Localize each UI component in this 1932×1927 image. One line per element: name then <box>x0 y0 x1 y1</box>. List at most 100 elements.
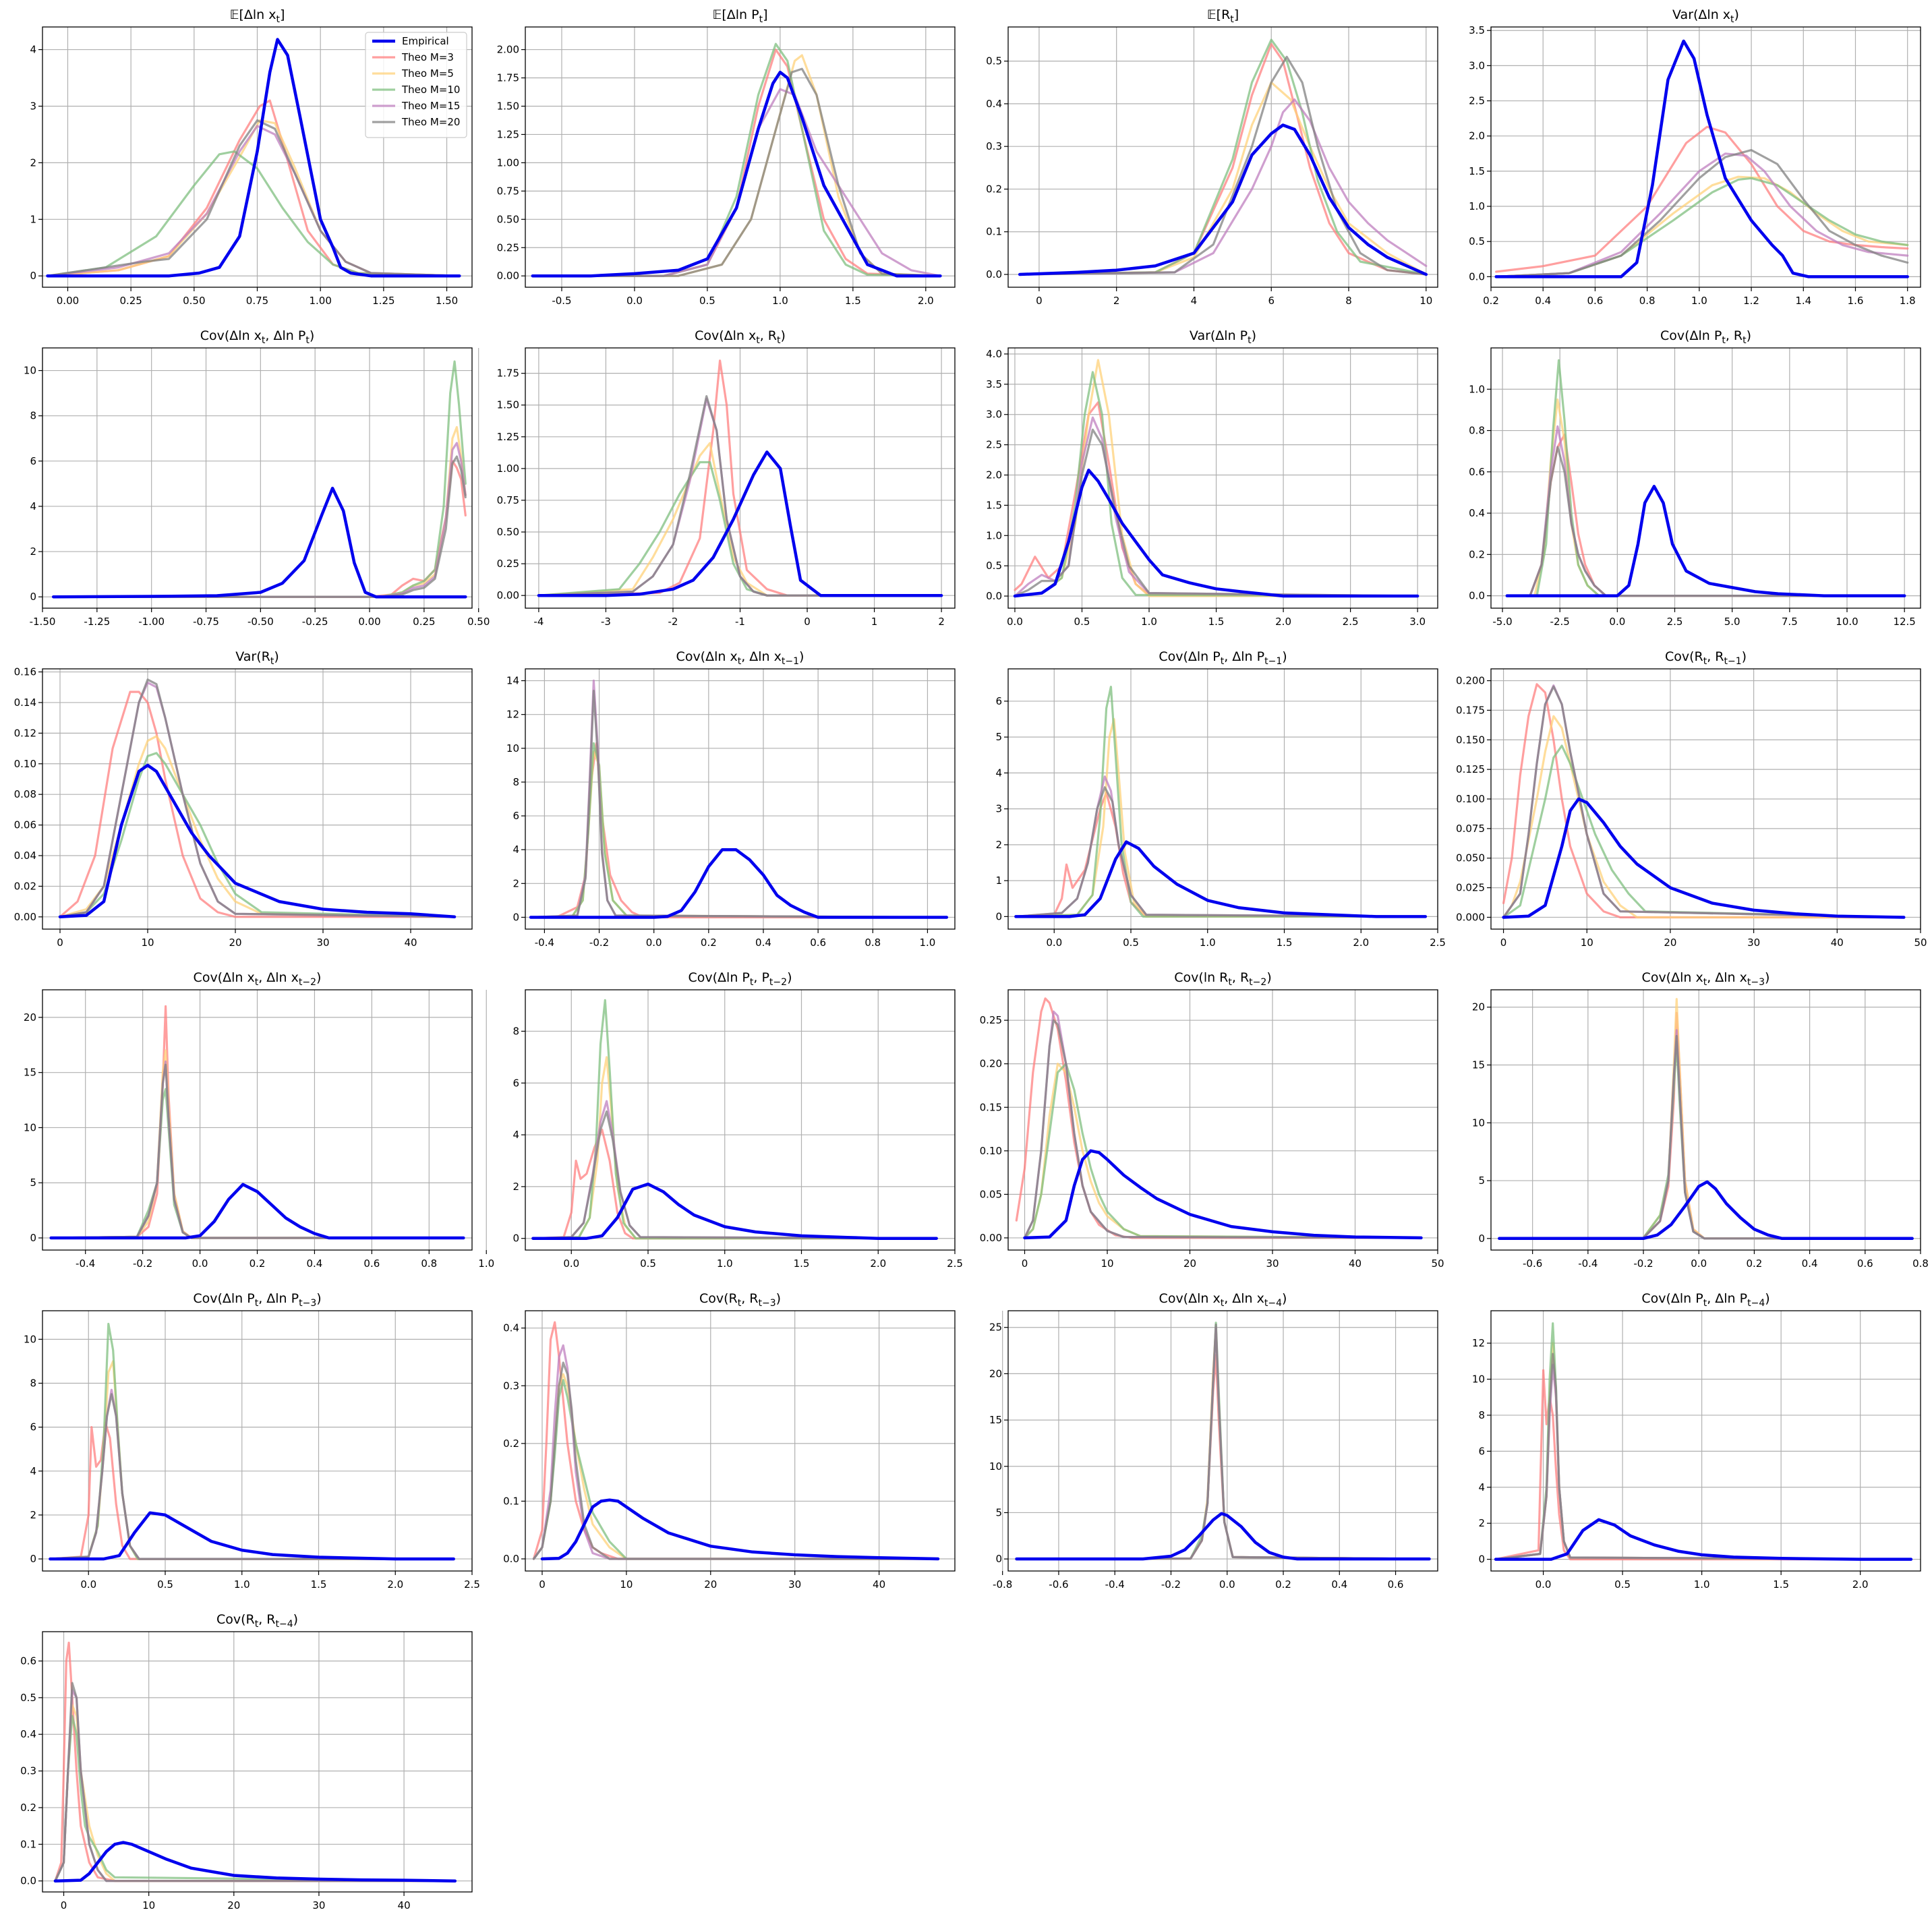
series-line-theo-m-20 <box>1495 149 1909 278</box>
series-line-theo-m-5 <box>1014 717 1427 918</box>
x-tick-label: 0.75 <box>246 295 268 307</box>
x-tick-label: 50 <box>1914 937 1927 949</box>
x-tick-label: 2.5 <box>947 1257 963 1270</box>
chart-title: 𝔼[Δln xt] <box>230 7 285 25</box>
y-tick-label: 15 <box>24 1067 36 1079</box>
x-tick-label: 1.5 <box>1773 1578 1789 1591</box>
series-line-theo-m-20 <box>1018 55 1428 276</box>
series-line-theo-m-5 <box>54 1704 457 1882</box>
x-tick-label: 6 <box>1268 295 1275 307</box>
x-tick-label: 1.0 <box>1200 937 1216 949</box>
x-tick-label: -1 <box>735 616 745 628</box>
subplot-4: -1.50 -1.25 -1.00 -0.75 -0.50 -0.25 0.00 0.25 0.… <box>24 328 490 628</box>
series-line-theo-m-5 <box>46 119 461 277</box>
x-tick-label: 4 <box>1191 295 1198 307</box>
x-tick-label: 10 <box>620 1578 633 1591</box>
series-line-theo-m-3 <box>1502 683 1905 919</box>
y-tick-label: 15 <box>1472 1059 1485 1071</box>
axes-frame <box>1490 1310 1921 1572</box>
x-tick-label: 10 <box>141 937 154 949</box>
x-tick-label: 0.2 <box>1275 1578 1291 1591</box>
x-tick-label: 1.00 <box>309 295 331 307</box>
series-line-theo-m-20 <box>1506 446 1906 597</box>
y-tick-label: 0.02 <box>14 880 36 892</box>
chart-title: Cov(Δln Pt, Δln Pt−4) <box>1641 1291 1769 1309</box>
x-tick-label: -1.50 <box>30 616 56 628</box>
y-tick-label: 4 <box>30 1465 36 1477</box>
x-tick-label: 0.6 <box>1857 1257 1873 1270</box>
x-tick-label: 10 <box>1101 1257 1113 1270</box>
y-tick-label: 10 <box>24 1333 36 1345</box>
x-tick-label: 1.5 <box>1208 616 1225 628</box>
y-tick-label: 0.150 <box>1456 734 1485 746</box>
y-tick-label: 1.5 <box>986 499 1002 511</box>
y-tick-label: 0.2 <box>986 183 1002 195</box>
series-line-theo-m-10 <box>529 742 948 919</box>
y-tick-label: 8 <box>30 1377 36 1389</box>
series-line-theo-m-20 <box>1502 685 1905 919</box>
x-tick-label: 2.5 <box>464 1578 480 1591</box>
x-tick-label: 0.2 <box>1746 1257 1762 1270</box>
series-line-empirical <box>1502 797 1906 919</box>
chart-title: Cov(Δln Pt, Δln Pt−3) <box>193 1291 321 1309</box>
y-tick-label: 0.08 <box>14 788 36 800</box>
x-tick-label: 0.2 <box>1483 295 1499 307</box>
series-line-theo-m-20 <box>1014 428 1419 597</box>
x-tick-label: 0 <box>1036 295 1043 307</box>
y-tick-label: 0.3 <box>986 140 1002 152</box>
x-tick-label: 1.0 <box>478 1257 494 1270</box>
x-tick-label: 0.4 <box>1331 1578 1347 1591</box>
axes-frame <box>1007 668 1438 930</box>
x-tick-label: 1.0 <box>234 1578 250 1591</box>
series-line-theo-m-15 <box>1023 1010 1423 1239</box>
y-tick-label: 1.50 <box>497 399 519 411</box>
y-tick-label: 0.1 <box>20 1838 36 1850</box>
series-line-empirical <box>1494 1518 1913 1561</box>
series-line-theo-m-15 <box>54 1689 457 1882</box>
x-tick-label: 0.00 <box>358 616 380 628</box>
y-tick-label: 0.4 <box>986 98 1002 110</box>
y-tick-label: 0.10 <box>980 1145 1002 1157</box>
y-tick-label: 2.0 <box>986 469 1002 481</box>
chart-title: 𝔼[Rt] <box>1207 7 1239 25</box>
chart-title: Var(Δln xt) <box>1672 7 1739 25</box>
chart-title: Cov(Δln xt, Rt) <box>695 328 786 346</box>
series-line-theo-m-15 <box>1018 98 1428 276</box>
legend-label: Theo M=20 <box>401 116 460 128</box>
x-tick-label: 0.5 <box>640 1257 656 1270</box>
y-tick-label: 0.6 <box>20 1655 36 1667</box>
subplot-17: 0 10 20 30 40 0.0 0.1 0.2 0.3 0.4 Cov(Rt, Rt−3) <box>503 1291 956 1591</box>
y-tick-label: 0.0 <box>986 590 1002 602</box>
y-tick-label: 2 <box>30 1509 36 1521</box>
axes-frame <box>42 347 473 609</box>
series-line-theo-m-20 <box>59 678 456 918</box>
x-tick-label: -0.4 <box>1105 1578 1125 1591</box>
series-line-theo-m-15 <box>1014 416 1419 597</box>
y-tick-label: 0.75 <box>497 494 519 506</box>
series-line-empirical <box>51 486 467 599</box>
x-tick-label: 0.8 <box>1912 1257 1929 1270</box>
y-tick-label: 0.4 <box>20 1728 36 1740</box>
legend-label: Theo M=5 <box>401 67 454 80</box>
y-tick-label: 0.125 <box>1456 763 1485 775</box>
axes-frame <box>525 989 956 1251</box>
y-tick-label: 0.5 <box>986 55 1002 67</box>
y-tick-label: 4 <box>30 500 36 512</box>
series-line-theo-m-20 <box>1015 1324 1431 1560</box>
x-tick-label: 3.0 <box>1409 616 1426 628</box>
x-tick-label: 1.5 <box>1277 937 1293 949</box>
y-tick-label: 0.00 <box>497 270 519 282</box>
y-tick-label: 20 <box>24 1011 36 1024</box>
chart-title: Cov(Rt, Rt−3) <box>699 1291 781 1309</box>
x-tick-label: 10 <box>142 1899 155 1911</box>
series-line-theo-m-15 <box>1015 1326 1431 1560</box>
y-tick-label: 2 <box>1478 1517 1485 1529</box>
x-tick-label: 40 <box>873 1578 885 1591</box>
y-tick-label: 1.50 <box>497 100 519 112</box>
y-tick-label: 0.14 <box>14 696 36 709</box>
x-tick-label: 0.0 <box>1046 937 1062 949</box>
y-tick-label: 10 <box>506 742 519 754</box>
x-tick-label: 1.6 <box>1848 295 1864 307</box>
x-tick-label: -0.6 <box>1523 1257 1542 1270</box>
subplot-16: 0.0 0.5 1.0 1.5 2.0 2.5 0 2 4 6 8 10 Cov(Δln Pt, Δln… <box>24 1291 480 1591</box>
